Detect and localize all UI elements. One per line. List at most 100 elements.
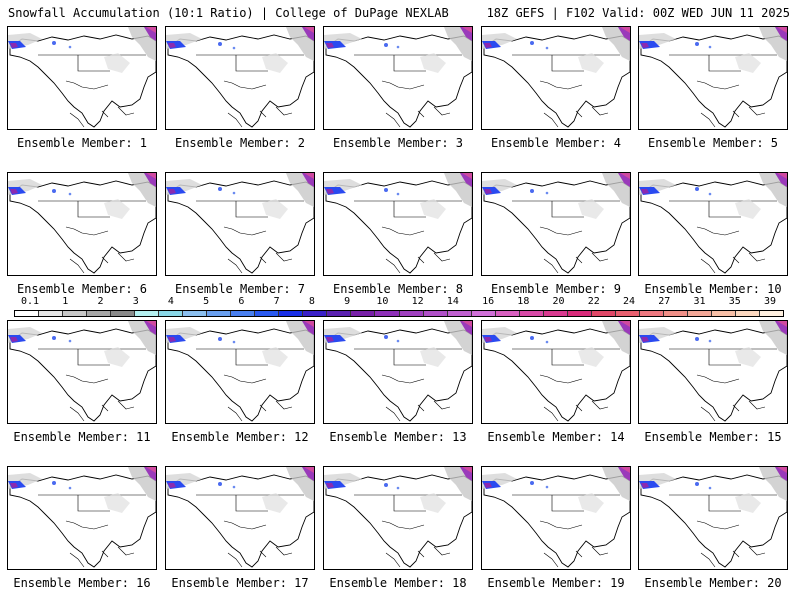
ensemble-member-label: Ensemble Member: 13 [329,430,467,444]
colorbar-tick-label: 4 [167,296,174,307]
north-america-map [639,467,787,568]
ensemble-map-panel [165,466,315,570]
colorbar-swatch [159,311,184,316]
ensemble-map-panel [481,466,631,570]
colorbar-swatch [63,311,88,316]
colorbar-tick-label: 10 [376,296,389,307]
ensemble-map-panel [638,466,788,570]
colorbar-swatch [351,311,376,316]
colorbar-tick-label: 0.1 [20,296,40,307]
ensemble-member-label: Ensemble Member: 10 [644,282,782,296]
colorbar-swatch [327,311,352,316]
ensemble-map-panel [165,172,315,276]
colorbar-swatch [543,311,568,316]
colorbar-tick-label: 22 [587,296,600,307]
ensemble-member-label: Ensemble Member: 19 [487,576,625,590]
ensemble-map-panel [7,26,157,130]
colorbar-tick-label: 31 [693,296,706,307]
colorbar-swatch [399,311,424,316]
ensemble-map-panel [7,466,157,570]
ensemble-member-label: Ensemble Member: 18 [329,576,467,590]
colorbar-tick-label: 9 [344,296,351,307]
north-america-map [482,27,630,128]
ensemble-map-panel [638,26,788,130]
colorbar-tick-label: 16 [482,296,495,307]
colorbar-tick-label: 8 [308,296,315,307]
colorbar-swatch [279,311,304,316]
ensemble-map-panel [323,466,473,570]
north-america-map [324,321,472,422]
north-america-map [639,173,787,274]
north-america-map [8,27,156,128]
ensemble-map-panel [638,320,788,424]
colorbar-tick-label: 20 [552,296,565,307]
colorbar-tick-label: 35 [728,296,741,307]
ensemble-member-label: Ensemble Member: 1 [16,136,148,150]
ensemble-member-label: Ensemble Member: 3 [332,136,464,150]
colorbar-swatch [711,311,736,316]
colorbar-swatch [183,311,208,316]
ensemble-member-label: Ensemble Member: 2 [174,136,306,150]
colorbar-swatch [567,311,592,316]
colorbar-swatch [471,311,496,316]
colorbar-tick-label: 12 [411,296,424,307]
ensemble-map-panel [323,172,473,276]
colorbar-tick-label: 7 [273,296,280,307]
north-america-map [482,173,630,274]
colorbar-swatch [759,311,783,316]
ensemble-map-panel [7,172,157,276]
colorbar-tick-label: 2 [97,296,104,307]
colorbar-swatch [255,311,280,316]
colorbar-swatch [735,311,760,316]
colorbar-swatch [207,311,232,316]
colorbar-tick-label: 1 [62,296,69,307]
colorbar-swatch [303,311,328,316]
colorbar-swatch [615,311,640,316]
ensemble-map-panel [323,26,473,130]
colorbar-swatch [639,311,664,316]
north-america-map [8,173,156,274]
colorbar-swatch [375,311,400,316]
colorbar-tick-label: 5 [203,296,210,307]
north-america-map [8,467,156,568]
colorbar-swatch [687,311,712,316]
ensemble-map-panel [638,172,788,276]
ensemble-map-panel [165,26,315,130]
ensemble-member-label: Ensemble Member: 16 [13,576,151,590]
ensemble-member-label: Ensemble Member: 5 [647,136,779,150]
ensemble-map-panel [481,26,631,130]
north-america-map [324,467,472,568]
colorbar-swatch [39,311,64,316]
north-america-map [324,173,472,274]
north-america-map [8,321,156,422]
colorbar-swatch [495,311,520,316]
colorbar-tick-label: 14 [446,296,459,307]
north-america-map [482,467,630,568]
ensemble-member-label: Ensemble Member: 6 [16,282,148,296]
north-america-map [324,27,472,128]
colorbar-tick-label: 3 [132,296,139,307]
colorbar-swatch [15,311,40,316]
ensemble-member-label: Ensemble Member: 17 [171,576,309,590]
north-america-map [166,27,314,128]
ensemble-map-panel [165,320,315,424]
colorbar-tick-label: 24 [623,296,636,307]
north-america-map [639,27,787,128]
run-valid-time: 18Z GEFS | F102 Valid: 00Z WED JUN 11 20… [486,6,790,20]
colorbar-tick-label: 6 [238,296,245,307]
chart-title: Snowfall Accumulation (10:1 Ratio) | Col… [8,6,449,20]
colorbar-swatch [423,311,448,316]
ensemble-member-label: Ensemble Member: 15 [644,430,782,444]
colorbar-swatch [231,311,256,316]
ensemble-member-label: Ensemble Member: 7 [174,282,306,296]
ensemble-member-label: Ensemble Member: 8 [332,282,464,296]
ensemble-member-label: Ensemble Member: 9 [490,282,622,296]
colorbar-swatch [591,311,616,316]
snowfall-colorbar [14,310,784,317]
north-america-map [166,321,314,422]
ensemble-map-panel [481,172,631,276]
ensemble-member-label: Ensemble Member: 4 [490,136,622,150]
colorbar-swatch [519,311,544,316]
colorbar-tick-label: 39 [763,296,777,307]
north-america-map [639,321,787,422]
